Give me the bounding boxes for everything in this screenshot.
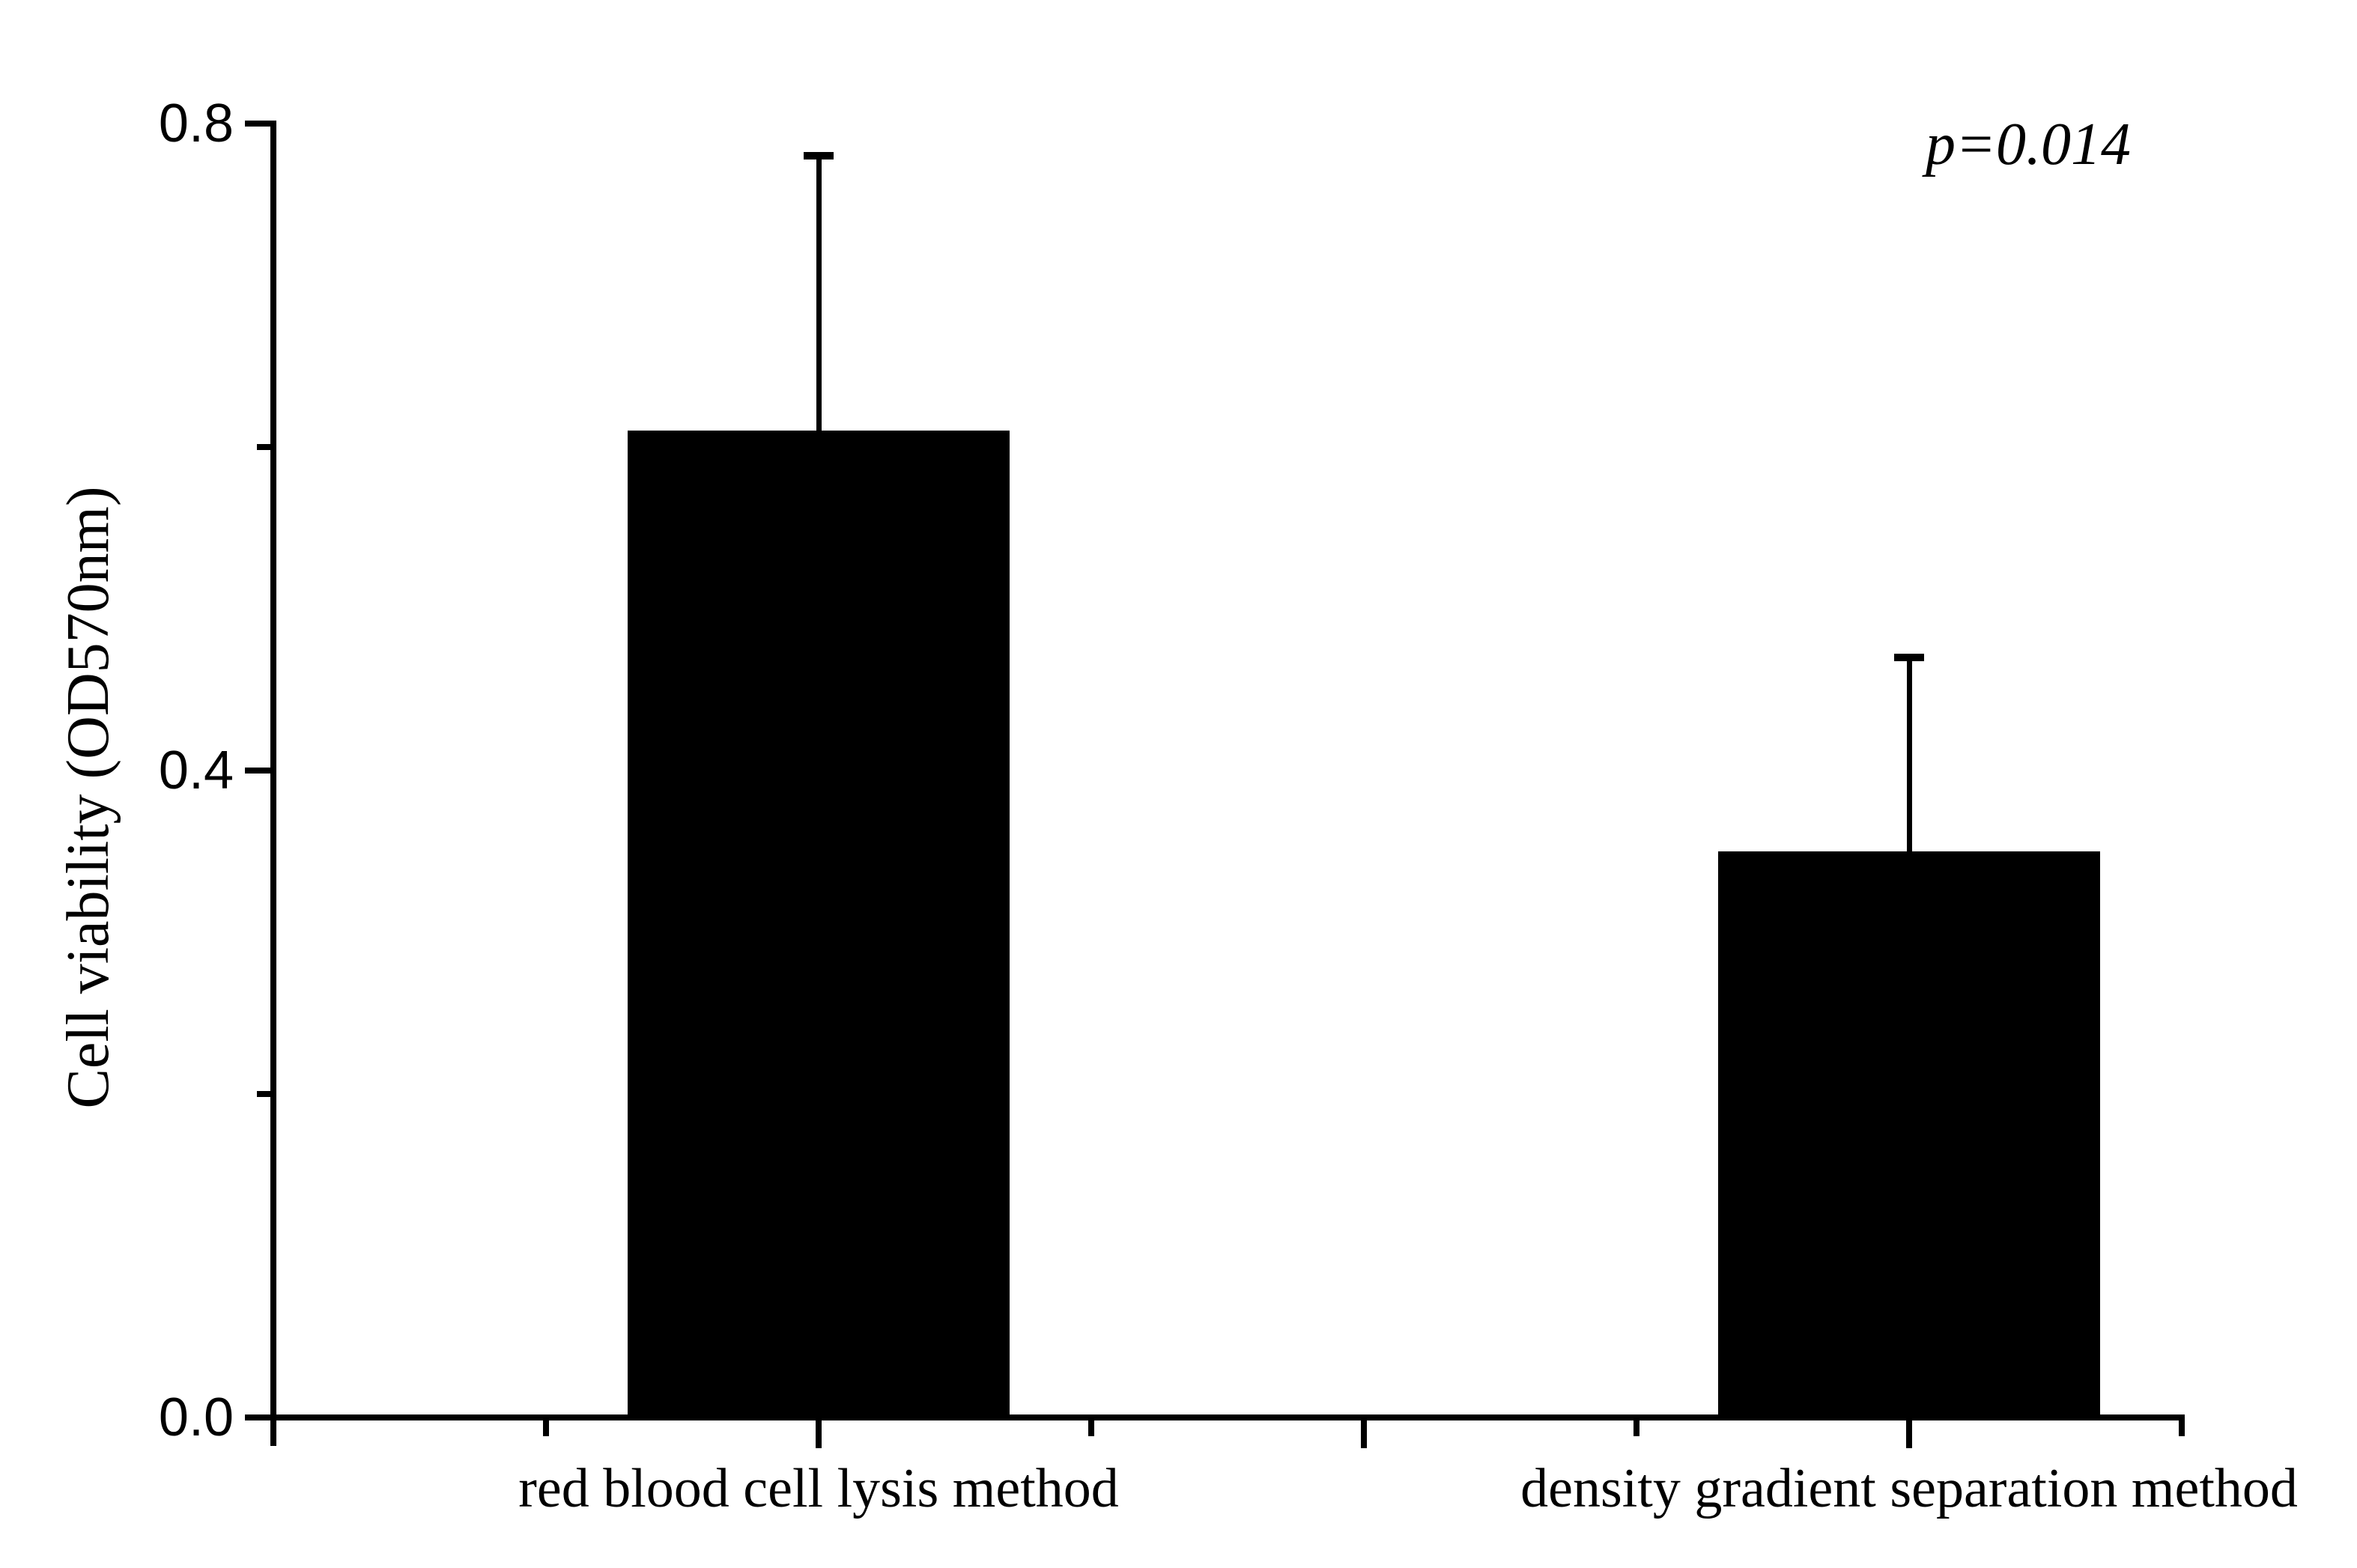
- y-axis-line: [270, 121, 276, 1446]
- y-tick-label: 0.8: [158, 94, 234, 154]
- bar: [628, 431, 1010, 1417]
- y-minor-tick: [257, 1091, 270, 1097]
- y-tick-label: 0.4: [158, 741, 234, 800]
- x-major-tick: [1361, 1420, 1367, 1448]
- error-bar-cap: [804, 152, 834, 160]
- category-label: red blood cell lysis method: [518, 1458, 1119, 1519]
- y-major-tick: [245, 121, 270, 127]
- error-bar-cap: [1894, 653, 1924, 661]
- y-major-tick: [245, 768, 270, 774]
- x-axis-line: [270, 1414, 2185, 1420]
- x-minor-tick: [2179, 1420, 2185, 1436]
- error-bar-line: [816, 156, 822, 431]
- y-major-tick: [245, 1414, 270, 1420]
- p-value-annotation: p=0.014: [1926, 112, 2131, 177]
- x-major-tick: [816, 1420, 822, 1448]
- x-major-tick: [1906, 1420, 1912, 1448]
- x-minor-tick: [1088, 1420, 1094, 1436]
- bar: [1718, 851, 2100, 1417]
- error-bar-line: [1906, 657, 1912, 851]
- y-minor-tick: [257, 444, 270, 450]
- y-tick-label: 0.0: [158, 1388, 234, 1447]
- category-label: density gradient separation method: [1520, 1458, 2298, 1519]
- x-minor-tick: [543, 1420, 549, 1436]
- x-minor-tick: [1633, 1420, 1639, 1436]
